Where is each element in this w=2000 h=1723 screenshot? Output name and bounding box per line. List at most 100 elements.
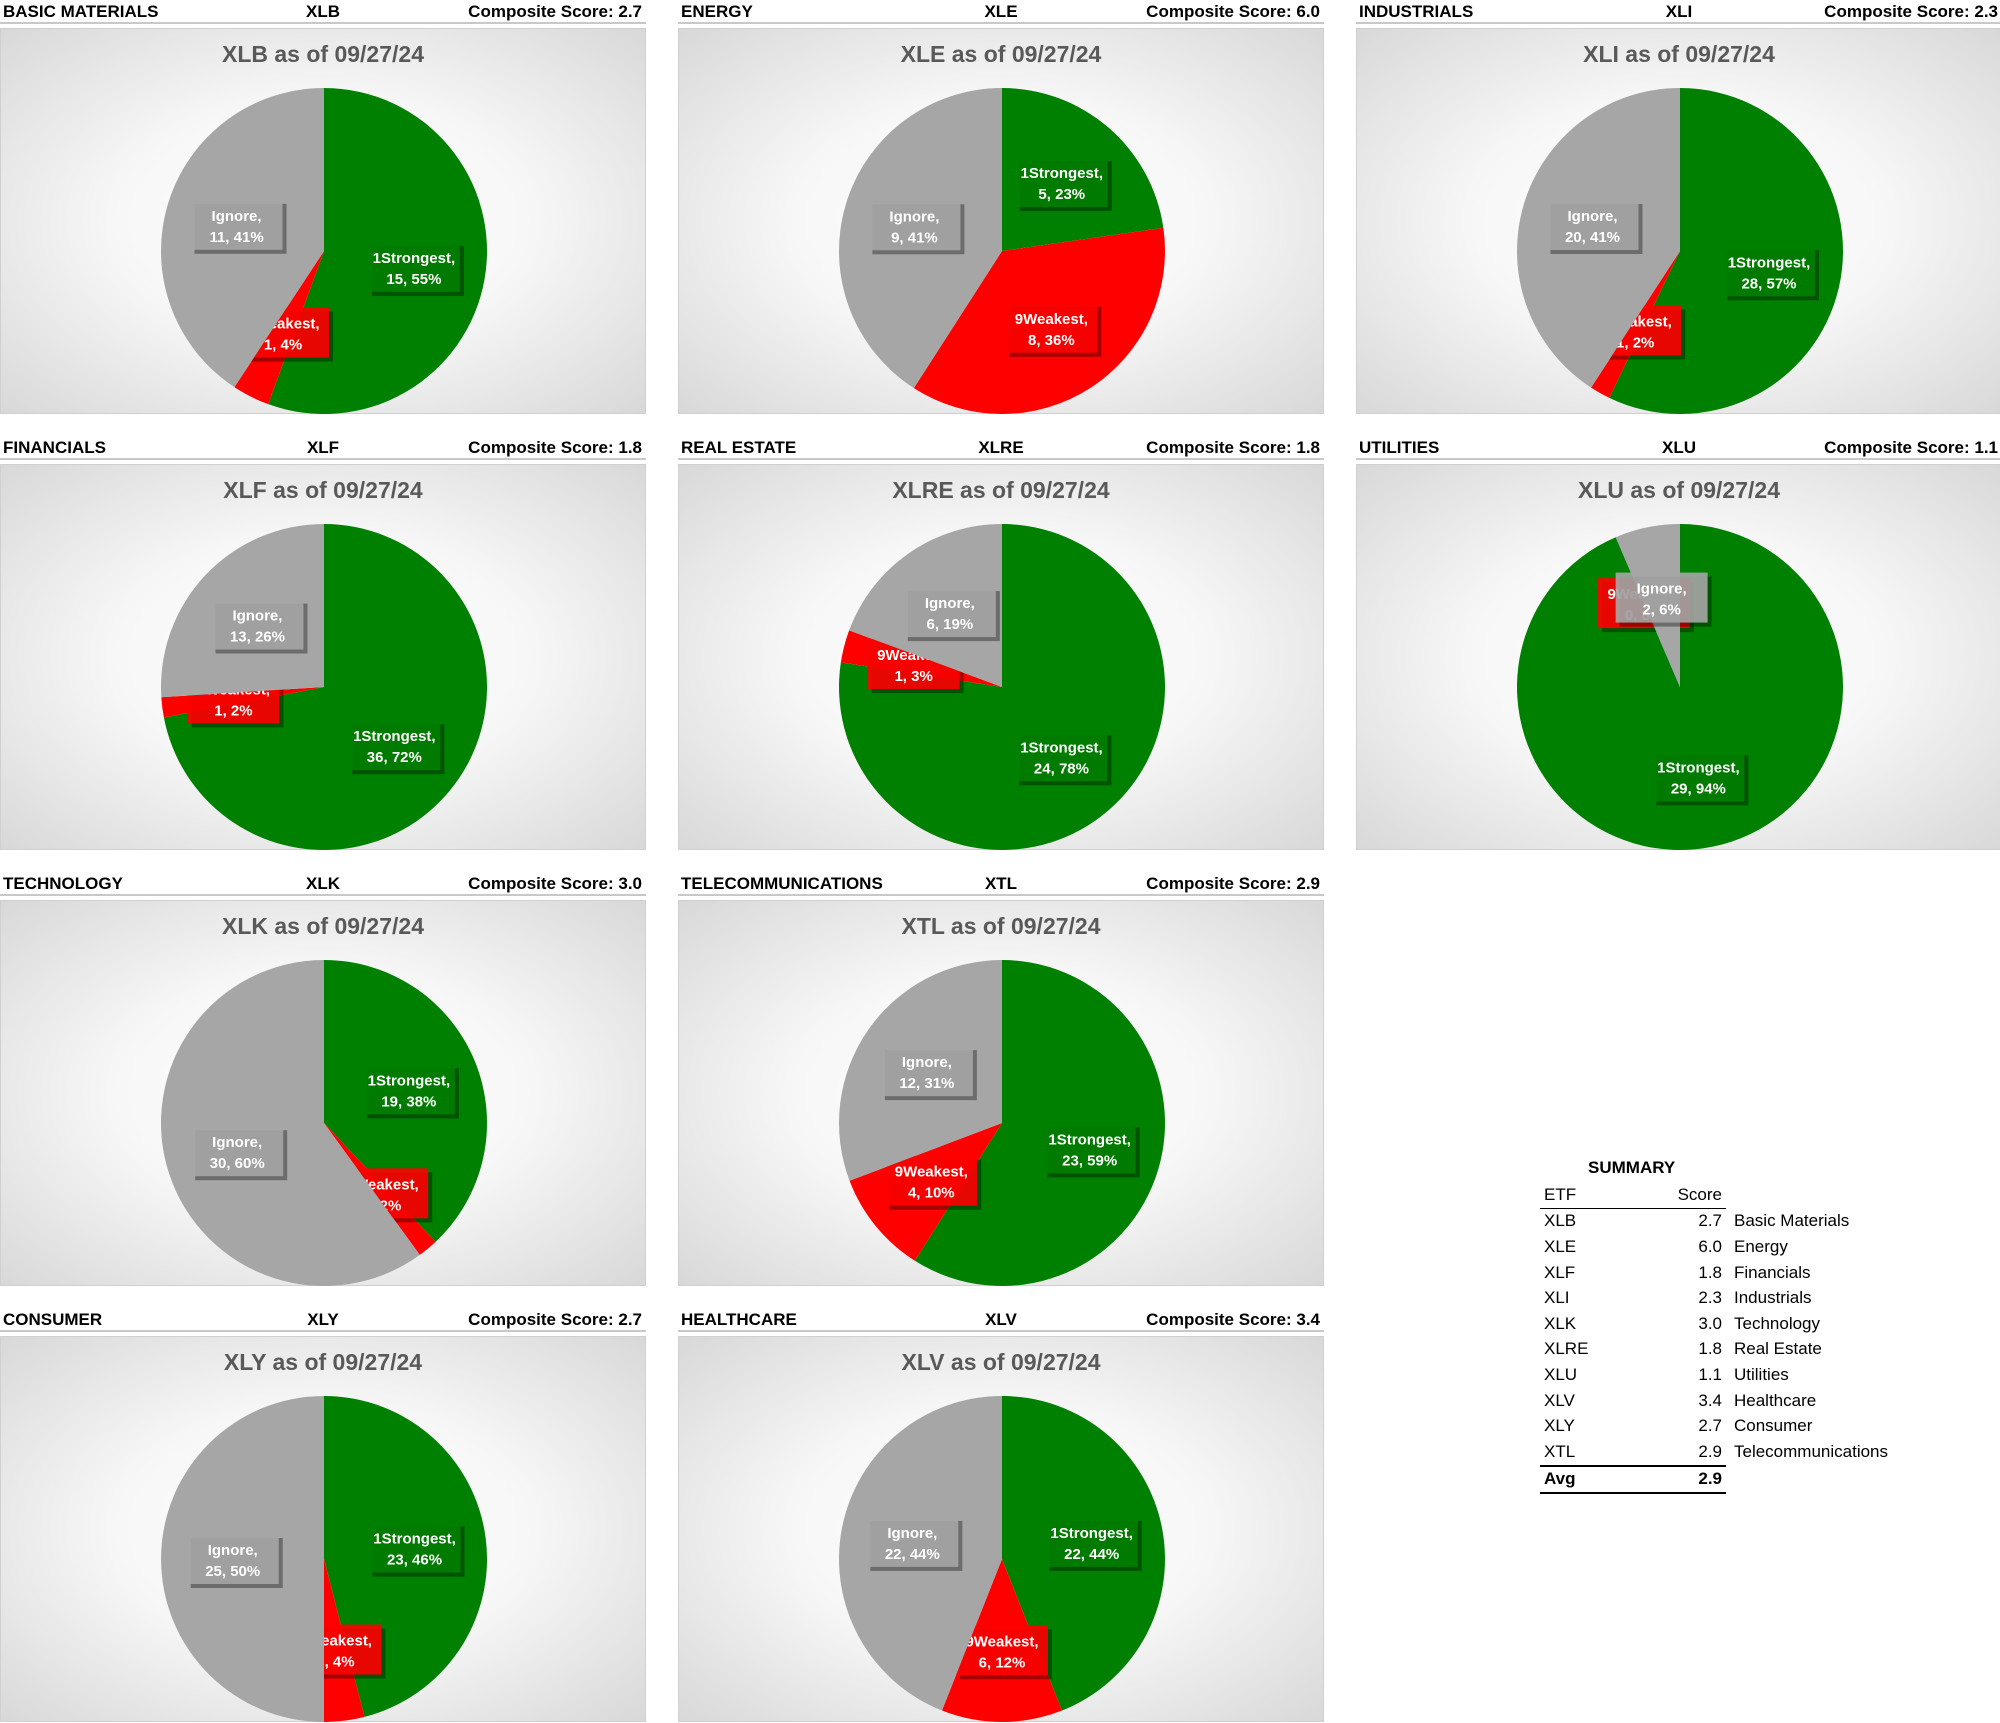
svg-text:Ignore,: Ignore, [1567, 208, 1617, 225]
data-label-1strongest: 1Strongest, 15, 55% [367, 241, 464, 296]
pie-chart: XLRE as of 09/27/24 1Strongest, 24, 78% 9W… [678, 464, 1324, 850]
pie-svg: 1Strongest,36, 72%9Weakest,1, 2%Ignore,1… [160, 524, 488, 850]
data-label-ignore: Ignore, 2, 6% [1615, 572, 1712, 627]
svg-text:1, 3%: 1, 3% [894, 668, 932, 685]
chart-panel-7: TELECOMMUNICATIONS XTL Composite Score: … [678, 872, 1324, 1286]
summary-avg-row: Avg 2.9 [1540, 1464, 1888, 1495]
svg-text:2, 6%: 2, 6% [1642, 602, 1680, 619]
sector-name: TECHNOLOGY [3, 874, 123, 893]
etf-ticker: XLI [1665, 2, 1693, 21]
row-score: 3.0 [1698, 1313, 1722, 1333]
chart-panel-3: FINANCIALS XLF Composite Score: 1.8 XLF … [0, 436, 646, 850]
svg-text:23, 59%: 23, 59% [1062, 1152, 1117, 1169]
svg-text:9Weakest,: 9Weakest, [895, 1164, 968, 1181]
data-label-1strongest: 1Strongest, 5, 23% [1015, 157, 1112, 212]
summary-row: XLV 3.4 Healthcare [1540, 1388, 1888, 1414]
svg-text:4, 10%: 4, 10% [908, 1185, 955, 1202]
sector-name: HEALTHCARE [681, 1310, 797, 1329]
chart-panel-4: REAL ESTATE XLRE Composite Score: 1.8 XL… [678, 436, 1324, 850]
row-name: Real Estate [1734, 1339, 1822, 1359]
svg-text:1Strongest,: 1Strongest, [1048, 1131, 1131, 1148]
pie-svg: 1Strongest,24, 78%9Weakest,1, 3%Ignore,6… [839, 524, 1166, 850]
summary-table: SUMMARY ETF Score XLB 2.7 Basic Materials … [1540, 1158, 1900, 1495]
svg-text:6, 12%: 6, 12% [979, 1654, 1026, 1671]
svg-text:Ignore,: Ignore, [887, 1525, 937, 1542]
chart-panel-5: UTILITIES XLU Composite Score: 1.1 XLU a… [1356, 436, 2000, 850]
etf-ticker: XLU [1662, 438, 1696, 457]
pie-chart: XLI as of 09/27/24 1Strongest, 28, 57% 9We… [1356, 28, 2000, 414]
data-label-ignore: Ignore, 12, 31% [880, 1046, 977, 1101]
svg-text:Ignore,: Ignore, [889, 208, 939, 225]
col-name-header [1726, 1182, 1888, 1208]
summary-row: XLRE 1.8 Real Estate [1540, 1337, 1888, 1363]
data-label-ignore: Ignore, 6, 19% [903, 587, 1000, 642]
chart-title: XTL as of 09/27/24 [901, 913, 1101, 939]
panel-header: REAL ESTATE XLRE Composite Score: 1.8 [678, 436, 1324, 460]
summary-title: SUMMARY [1588, 1158, 1676, 1177]
row-score: 1.8 [1698, 1339, 1722, 1359]
row-score: 2.3 [1698, 1288, 1722, 1308]
svg-text:19, 38%: 19, 38% [381, 1093, 436, 1110]
row-etf: XLY [1544, 1416, 1575, 1436]
svg-text:2, 4%: 2, 4% [316, 1654, 354, 1671]
svg-text:Ignore,: Ignore, [1637, 581, 1687, 598]
composite-score: Composite Score: 2.7 [468, 2, 642, 21]
sector-name: TELECOMMUNICATIONS [681, 874, 883, 893]
row-score: 2.7 [1698, 1416, 1722, 1436]
pie-chart: XLK as of 09/27/24 1Strongest, 19, 38% 9We… [0, 900, 646, 1286]
data-label-1strongest: 1Strongest, 23, 59% [1043, 1123, 1140, 1178]
pie-chart: XLY as of 09/27/24 1Strongest, 23, 46% 9We… [0, 1336, 646, 1722]
row-name: Energy [1734, 1236, 1788, 1256]
pie-chart: XLU as of 09/27/24 1Strongest,29, 94%9We… [1356, 464, 2000, 850]
data-label-1strongest: 1Strongest, 28, 57% [1722, 246, 1819, 301]
sector-name: FINANCIALS [3, 438, 106, 457]
svg-text:1Strongest,: 1Strongest, [1728, 254, 1811, 271]
data-label-ignore: Ignore, 20, 41% [1546, 200, 1643, 255]
svg-text:Ignore,: Ignore, [208, 1542, 258, 1559]
pie-svg: 1Strongest, 23, 46% 9Weakest,2, 4% Ignore, 2… [161, 1396, 488, 1722]
avg-label: Avg [1540, 1464, 1656, 1495]
data-label-ignore: Ignore, 25, 50% [186, 1534, 283, 1588]
summary-grid: ETF Score XLB 2.7 Basic Materials XLE 6.0 En… [1540, 1182, 1888, 1495]
data-label-ignore: Ignore, 11, 41% [190, 199, 287, 254]
svg-text:29, 94%: 29, 94% [1671, 780, 1726, 797]
svg-text:28, 57%: 28, 57% [1741, 275, 1796, 292]
pie-chart: XLV as of 09/27/24 1Strongest, 22, 44% 9We… [678, 1336, 1324, 1722]
etf-ticker: XLRE [978, 438, 1024, 457]
chart-panel-9: HEALTHCARE XLV Composite Score: 3.4 XLV … [678, 1308, 1324, 1722]
row-etf: XLU [1544, 1364, 1578, 1384]
row-score: 6.0 [1698, 1236, 1722, 1256]
pie-svg: 1Strongest, 5, 23% 9Weakest, 8, 36% Ignore, 9… [839, 88, 1165, 414]
chart-title: XLV as of 09/27/24 [901, 1349, 1101, 1375]
svg-text:36, 72%: 36, 72% [367, 749, 422, 766]
data-label-9weakest: 9Weakest, 4, 10% [885, 1155, 982, 1210]
pie-svg: 1Strongest,15, 55%9Weakest,1, 4%Ignore,1… [161, 88, 487, 414]
row-name: Utilities [1734, 1364, 1789, 1384]
chart-panel-1: ENERGY XLE Composite Score: 6.0 XLE as o… [678, 0, 1324, 414]
summary-row: XLE 6.0 Energy [1540, 1234, 1888, 1260]
data-label-ignore: Ignore, 13, 26% [211, 599, 308, 654]
composite-score: Composite Score: 1.8 [468, 438, 642, 457]
panel-header: TECHNOLOGY XLK Composite Score: 3.0 [0, 872, 646, 896]
svg-text:Ignore,: Ignore, [212, 1134, 262, 1151]
composite-score: Composite Score: 2.3 [1824, 2, 1998, 21]
row-name: Basic Materials [1734, 1211, 1850, 1231]
svg-text:Ignore,: Ignore, [232, 608, 282, 625]
svg-text:Ignore,: Ignore, [212, 208, 262, 225]
chart-panel-6: TECHNOLOGY XLK Composite Score: 3.0 XLK … [0, 872, 646, 1286]
pie-chart: XLE as of 09/27/24 1Strongest, 5, 23% 9Wea… [678, 28, 1324, 414]
svg-text:1, 2%: 1, 2% [1616, 335, 1654, 352]
pie-svg: 1Strongest,29, 94%9Weakest,0, 0%Ignore,2… [1517, 524, 1844, 850]
svg-text:Ignore,: Ignore, [902, 1054, 952, 1071]
chart-panel-8: CONSUMER XLY Composite Score: 2.7 XLY as… [0, 1308, 646, 1722]
svg-text:23, 46%: 23, 46% [387, 1552, 442, 1569]
svg-text:11, 41%: 11, 41% [209, 229, 263, 246]
chart-title: XLE as of 09/27/24 [900, 41, 1102, 67]
svg-text:5, 23%: 5, 23% [1038, 186, 1085, 203]
chart-title: XLY as of 09/27/24 [223, 1349, 423, 1375]
svg-text:1Strongest,: 1Strongest, [1020, 739, 1103, 756]
chart-title: XLU as of 09/27/24 [1578, 477, 1780, 503]
svg-text:1Strongest,: 1Strongest, [373, 250, 456, 267]
row-etf: XLK [1544, 1313, 1577, 1333]
etf-ticker: XLB [306, 2, 340, 21]
